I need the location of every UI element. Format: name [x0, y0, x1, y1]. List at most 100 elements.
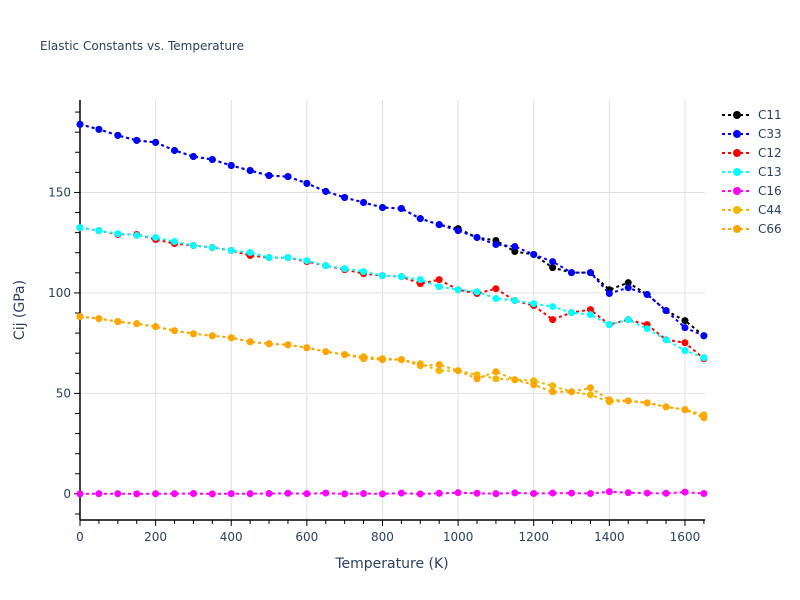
legend-item-C66[interactable]: C66 [722, 222, 782, 236]
data-point-C13[interactable] [95, 227, 103, 235]
data-point-C13[interactable] [643, 325, 651, 333]
legend-item-C13[interactable]: C13 [722, 165, 782, 179]
data-point-C16[interactable] [397, 489, 405, 497]
data-point-C33[interactable] [227, 162, 235, 170]
data-point-C66[interactable] [473, 375, 481, 383]
series-C16[interactable] [76, 488, 708, 498]
data-point-C33[interactable] [341, 193, 349, 201]
data-point-C33[interactable] [303, 179, 311, 187]
data-point-C11[interactable] [681, 317, 689, 325]
data-point-C13[interactable] [378, 272, 386, 280]
data-point-C66[interactable] [586, 384, 594, 392]
data-point-C13[interactable] [586, 311, 594, 319]
data-point-C33[interactable] [549, 258, 557, 266]
data-point-C13[interactable] [246, 249, 254, 257]
data-point-C13[interactable] [360, 268, 368, 276]
data-point-C66[interactable] [454, 367, 462, 375]
data-point-C16[interactable] [473, 489, 481, 497]
series-C66[interactable] [76, 313, 708, 422]
data-point-C12[interactable] [586, 306, 594, 314]
data-point-C66[interactable] [492, 368, 500, 376]
data-point-C13[interactable] [322, 262, 330, 270]
data-point-C33[interactable] [284, 173, 292, 181]
data-point-C66[interactable] [624, 397, 632, 405]
data-point-C33[interactable] [360, 198, 368, 206]
data-point-C66[interactable] [284, 341, 292, 349]
data-point-C13[interactable] [624, 316, 632, 324]
data-point-C13[interactable] [341, 265, 349, 273]
data-point-C33[interactable] [76, 120, 84, 128]
data-point-C13[interactable] [568, 309, 576, 317]
data-point-C16[interactable] [114, 490, 122, 498]
series-C13[interactable] [76, 224, 708, 362]
data-point-C66[interactable] [360, 355, 368, 363]
data-point-C66[interactable] [227, 334, 235, 342]
data-point-C44[interactable] [549, 382, 557, 390]
data-point-C16[interactable] [322, 489, 330, 497]
data-point-C66[interactable] [700, 414, 708, 422]
data-point-C16[interactable] [189, 489, 197, 497]
data-point-C33[interactable] [454, 227, 462, 235]
data-point-C33[interactable] [322, 187, 330, 195]
data-point-C16[interactable] [643, 489, 651, 497]
data-point-C33[interactable] [681, 324, 689, 332]
data-point-C12[interactable] [435, 276, 443, 284]
data-point-C13[interactable] [700, 354, 708, 362]
data-point-C66[interactable] [568, 388, 576, 396]
data-point-C13[interactable] [473, 288, 481, 296]
data-point-C66[interactable] [416, 362, 424, 370]
data-point-C16[interactable] [549, 489, 557, 497]
data-point-C16[interactable] [360, 489, 368, 497]
data-point-C13[interactable] [189, 241, 197, 249]
data-point-C12[interactable] [549, 316, 557, 324]
data-point-C12[interactable] [492, 285, 500, 293]
data-point-C66[interactable] [208, 332, 216, 340]
data-point-C66[interactable] [133, 320, 141, 328]
data-point-C33[interactable] [265, 172, 273, 180]
data-point-C33[interactable] [568, 269, 576, 277]
data-point-C11[interactable] [549, 264, 557, 272]
data-point-C16[interactable] [435, 489, 443, 497]
data-point-C16[interactable] [700, 489, 708, 497]
data-point-C33[interactable] [189, 152, 197, 160]
data-point-C33[interactable] [530, 251, 538, 259]
data-point-C66[interactable] [152, 323, 160, 331]
data-point-C16[interactable] [341, 490, 349, 498]
data-point-C66[interactable] [246, 338, 254, 346]
data-point-C16[interactable] [416, 490, 424, 498]
data-point-C16[interactable] [624, 489, 632, 497]
data-point-C33[interactable] [492, 240, 500, 248]
data-point-C13[interactable] [454, 286, 462, 294]
data-point-C13[interactable] [605, 321, 613, 329]
data-point-C66[interactable] [681, 406, 689, 414]
data-point-C33[interactable] [378, 204, 386, 212]
data-point-C66[interactable] [662, 403, 670, 411]
data-point-C16[interactable] [303, 490, 311, 498]
data-point-C13[interactable] [133, 231, 141, 239]
data-point-C16[interactable] [378, 490, 386, 498]
data-point-C16[interactable] [246, 490, 254, 498]
data-point-C13[interactable] [435, 283, 443, 291]
data-point-C11[interactable] [624, 279, 632, 287]
data-point-C13[interactable] [265, 254, 273, 262]
data-point-C33[interactable] [246, 167, 254, 175]
data-point-C44[interactable] [492, 375, 500, 383]
plot-area[interactable] [76, 120, 708, 498]
data-point-C13[interactable] [303, 257, 311, 265]
data-point-C33[interactable] [133, 136, 141, 144]
data-point-C33[interactable] [208, 155, 216, 163]
data-point-C13[interactable] [227, 247, 235, 255]
data-point-C33[interactable] [700, 332, 708, 340]
data-point-C66[interactable] [643, 399, 651, 407]
data-point-C16[interactable] [511, 489, 519, 497]
legend-item-C16[interactable]: C16 [722, 184, 782, 198]
data-point-C16[interactable] [265, 489, 273, 497]
data-point-C33[interactable] [397, 205, 405, 213]
data-point-C66[interactable] [265, 340, 273, 348]
data-point-C13[interactable] [530, 300, 538, 308]
data-point-C16[interactable] [208, 490, 216, 498]
data-point-C66[interactable] [605, 396, 613, 404]
data-point-C13[interactable] [662, 336, 670, 344]
data-point-C33[interactable] [95, 125, 103, 133]
data-point-C16[interactable] [492, 490, 500, 498]
